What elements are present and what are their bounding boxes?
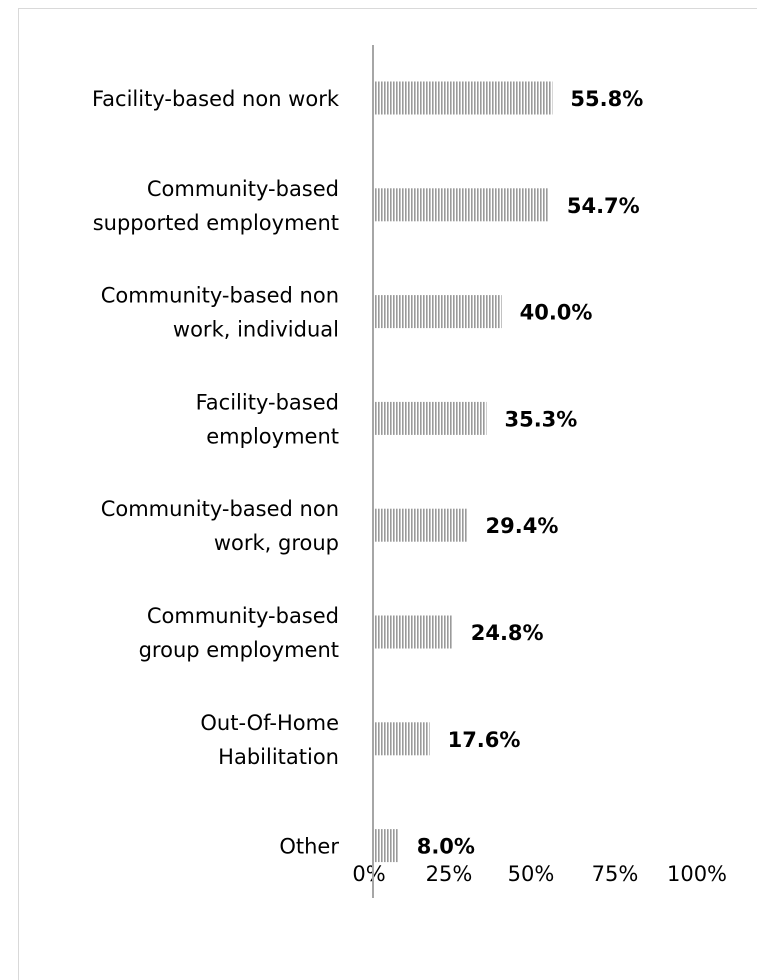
x-axis-tick-labels: 0% 25% 50% 75% 100% xyxy=(352,862,727,886)
category-label-other: Other xyxy=(279,835,339,859)
x-tick-label-25-percent: 25% xyxy=(426,862,473,886)
value-label-community-based-supported-employment: 54.7% xyxy=(567,194,640,218)
x-tick-label-100-percent: 100% xyxy=(667,862,727,886)
category-label-out-of-home-habilitation-line-1: Out-Of-Home xyxy=(200,711,339,735)
value-label-other: 8.0% xyxy=(417,835,475,859)
value-label-out-of-home-habilitation: 17.6% xyxy=(448,728,521,752)
value-label-community-based-non-work-individual: 40.0% xyxy=(520,301,593,325)
category-label-community-based-non-work-group-line-1: Community-based non xyxy=(101,497,339,521)
bar-community-based-non-work-group xyxy=(373,508,468,542)
value-labels: 55.8% 54.7% 40.0% 35.3% 29.4% 24.8% 17.6% 8.0% xyxy=(417,87,644,859)
x-tick-label-0-percent: 0% xyxy=(352,862,385,886)
bar-out-of-home-habilitation xyxy=(373,722,430,756)
value-label-community-based-non-work-group: 29.4% xyxy=(486,514,559,538)
category-label-community-based-group-employment-line-1: Community-based xyxy=(147,604,339,628)
category-label-facility-based-employment-line-2: employment xyxy=(206,424,339,448)
category-label-community-based-supported-employment-line-1: Community-based xyxy=(147,177,339,201)
category-label-facility-based-non-work: Facility-based non work xyxy=(92,87,340,111)
category-label-out-of-home-habilitation-line-2: Habilitation xyxy=(218,745,339,769)
bar-facility-based-non-work xyxy=(373,81,553,115)
category-label-community-based-supported-employment-line-2: supported employment xyxy=(93,211,339,235)
category-label-community-based-non-work-individual-line-1: Community-based non xyxy=(101,284,339,308)
category-label-community-based-non-work-group-line-2: work, group xyxy=(214,531,339,555)
bars-layer xyxy=(373,81,553,863)
bar-other xyxy=(373,829,399,863)
category-label-community-based-non-work-individual-line-2: work, individual xyxy=(173,318,339,342)
category-labels: Facility-based non work Community-based su… xyxy=(92,87,340,859)
chart-frame xyxy=(18,8,757,980)
bar-community-based-non-work-individual xyxy=(373,295,502,329)
category-label-facility-based-employment-line-1: Facility-based xyxy=(196,390,339,414)
x-tick-label-50-percent: 50% xyxy=(508,862,555,886)
value-label-facility-based-employment: 35.3% xyxy=(504,407,577,431)
x-tick-label-75-percent: 75% xyxy=(592,862,639,886)
bar-community-based-group-employment xyxy=(373,615,453,649)
category-label-community-based-group-employment-line-2: group employment xyxy=(139,638,339,662)
bar-community-based-supported-employment xyxy=(373,188,549,222)
value-label-community-based-group-employment: 24.8% xyxy=(471,621,544,645)
value-label-facility-based-non-work: 55.8% xyxy=(570,87,643,111)
bar-facility-based-employment xyxy=(373,401,487,435)
